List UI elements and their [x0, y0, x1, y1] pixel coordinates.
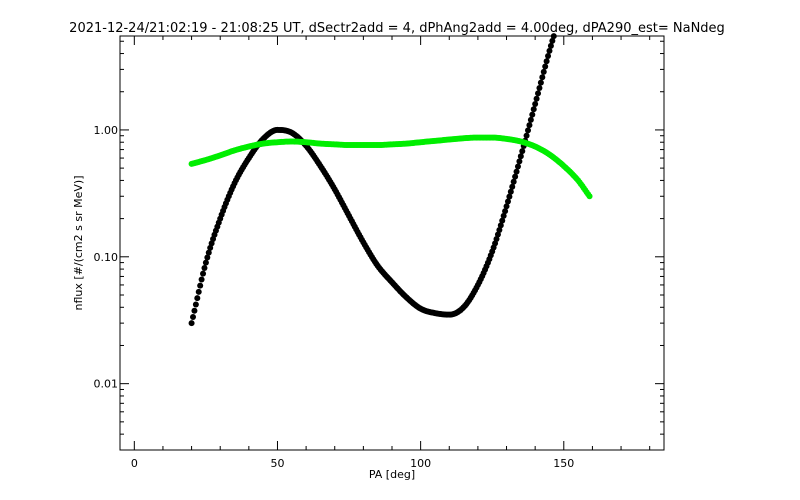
- data-point: [194, 295, 201, 302]
- data-point: [506, 193, 513, 200]
- data-point: [503, 203, 510, 210]
- data-point: [586, 193, 593, 200]
- data-point: [513, 168, 520, 175]
- x-axis-label: PA [deg]: [369, 468, 415, 481]
- data-point: [507, 188, 514, 195]
- data-point: [496, 226, 503, 233]
- data-point: [540, 68, 547, 75]
- series-layer: [188, 33, 593, 327]
- data-point: [207, 244, 214, 251]
- data-point: [536, 85, 543, 92]
- data-point: [549, 37, 556, 44]
- x-tick-label: 100: [410, 457, 431, 470]
- y-tick-label: 0.01: [94, 378, 119, 391]
- data-point: [202, 259, 209, 266]
- data-point: [504, 198, 511, 205]
- chart-title: 2021-12-24/21:02:19 - 21:08:25 UT, dSect…: [69, 21, 725, 36]
- data-point: [512, 173, 519, 180]
- data-point: [195, 288, 202, 295]
- data-point: [533, 95, 540, 102]
- ticks-layer: 0 50 100 150 0.01 0.10 1.00: [94, 36, 664, 470]
- data-point: [542, 63, 549, 70]
- data-point: [537, 79, 544, 86]
- data-point: [188, 320, 195, 327]
- data-point: [514, 163, 521, 170]
- data-point: [546, 47, 553, 54]
- x-tick-label: 50: [270, 457, 284, 470]
- data-point: [516, 158, 523, 165]
- data-point: [530, 106, 537, 113]
- data-point: [509, 183, 516, 190]
- data-point: [510, 178, 517, 185]
- data-point: [205, 249, 212, 256]
- series-1: [188, 134, 593, 200]
- data-point: [532, 101, 539, 108]
- data-point: [499, 217, 506, 224]
- data-point: [527, 116, 534, 123]
- y-tick-label: 0.10: [94, 251, 119, 264]
- data-point: [192, 301, 199, 308]
- data-point: [545, 53, 552, 60]
- data-point: [497, 222, 504, 229]
- series-0: [188, 33, 557, 327]
- y-tick-label: 1.00: [94, 124, 119, 137]
- data-point: [191, 307, 198, 314]
- data-point: [517, 153, 524, 160]
- data-point: [543, 58, 550, 65]
- data-point: [523, 132, 530, 139]
- data-point: [494, 231, 501, 238]
- y-axis-label: nflux [#/(cm2 s sr MeV)]: [72, 176, 85, 311]
- data-point: [204, 254, 211, 261]
- data-point: [197, 282, 204, 289]
- data-point: [539, 74, 546, 81]
- data-point: [547, 42, 554, 49]
- plot-frame: [119, 35, 665, 451]
- x-tick-label: 0: [131, 457, 138, 470]
- data-point: [200, 270, 207, 277]
- data-point: [500, 212, 507, 219]
- data-point: [201, 264, 208, 271]
- data-point: [526, 122, 533, 129]
- data-point: [525, 127, 531, 134]
- data-point: [550, 33, 557, 40]
- data-point: [198, 276, 205, 283]
- data-point: [529, 111, 536, 118]
- data-point: [535, 90, 542, 97]
- data-point: [190, 314, 197, 320]
- data-point: [519, 148, 526, 155]
- x-tick-label: 150: [553, 457, 574, 470]
- data-point: [502, 208, 509, 215]
